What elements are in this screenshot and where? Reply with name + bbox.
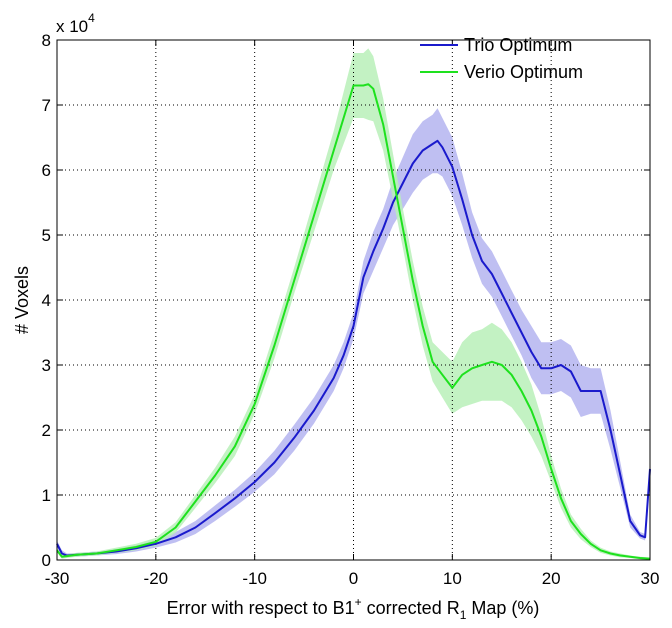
- y-tick-label: 8: [42, 31, 51, 50]
- x-tick-labels: -30 -20 -10 0 10 20 30: [45, 569, 660, 588]
- grid: [57, 40, 650, 560]
- y-tick-label: 2: [42, 421, 51, 440]
- series-lines: [56, 83, 651, 560]
- y-tick-label: 7: [42, 96, 51, 115]
- y-tick-label: 4: [42, 291, 51, 310]
- y-exponent-label: x 104: [56, 11, 95, 36]
- y-tick-label: 1: [42, 486, 51, 505]
- y-tick-label: 3: [42, 356, 51, 375]
- y-tick-labels: 0 1 2 3 4 5 6 7 8: [42, 31, 51, 570]
- series-line-1: [56, 83, 651, 560]
- x-tick-label: -20: [144, 569, 169, 588]
- y-tick-label: 0: [42, 551, 51, 570]
- x-axis-label: Error with respect to B1+ corrected R1 M…: [167, 595, 540, 622]
- series-line-0: [56, 139, 651, 557]
- y-tick-label: 5: [42, 226, 51, 245]
- x-tick-label: -30: [45, 569, 70, 588]
- legend: Trio Optimum Verio Optimum: [420, 35, 583, 82]
- y-axis-label: # Voxels: [12, 266, 32, 334]
- x-tick-label: 0: [349, 569, 358, 588]
- x-tick-label: 10: [443, 569, 462, 588]
- x-tick-label: 30: [641, 569, 660, 588]
- x-tick-label: -10: [242, 569, 267, 588]
- legend-label-trio: Trio Optimum: [464, 35, 572, 55]
- x-tick-label: 20: [542, 569, 561, 588]
- legend-label-verio: Verio Optimum: [464, 62, 583, 82]
- y-tick-label: 6: [42, 161, 51, 180]
